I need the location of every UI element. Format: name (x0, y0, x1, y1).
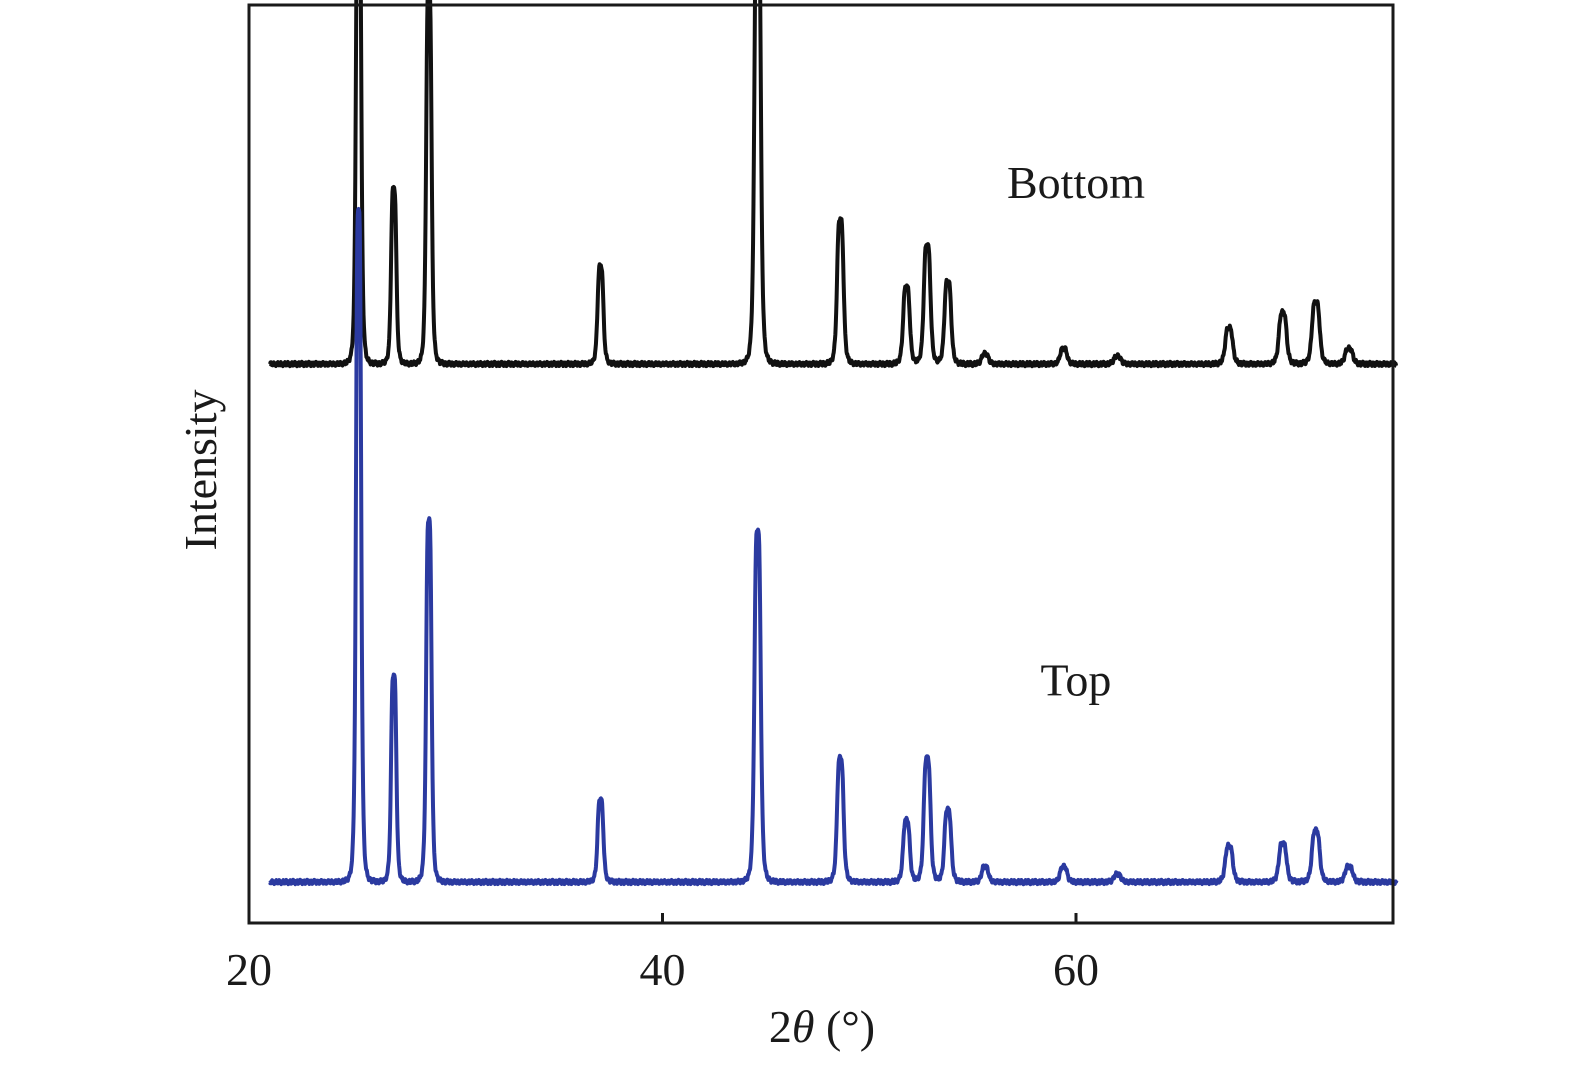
x-axis-label-suffix: (°) (815, 1001, 876, 1052)
annotation-top: Top (1041, 655, 1112, 706)
plot-frame (247, 3, 1395, 925)
series-line-top (268, 207, 1399, 887)
y-axis-label: Intensity (175, 390, 226, 551)
annotation-layer: Bottom Top (1007, 157, 1145, 705)
x-axis-label-symbol: θ (792, 1001, 815, 1052)
series-layer (268, 0, 1399, 887)
x-axis-label-prefix: 2 (769, 1001, 792, 1052)
x-tick-label-60: 60 (1053, 944, 1099, 995)
x-axis: 20 40 60 (226, 913, 1099, 995)
x-tick-label-20: 20 (226, 944, 272, 995)
x-tick-label-40: 40 (640, 944, 686, 995)
x-axis-label: 2θ (°) (769, 1001, 875, 1052)
annotation-bottom: Bottom (1007, 157, 1145, 208)
series-line-bottom (268, 0, 1399, 369)
